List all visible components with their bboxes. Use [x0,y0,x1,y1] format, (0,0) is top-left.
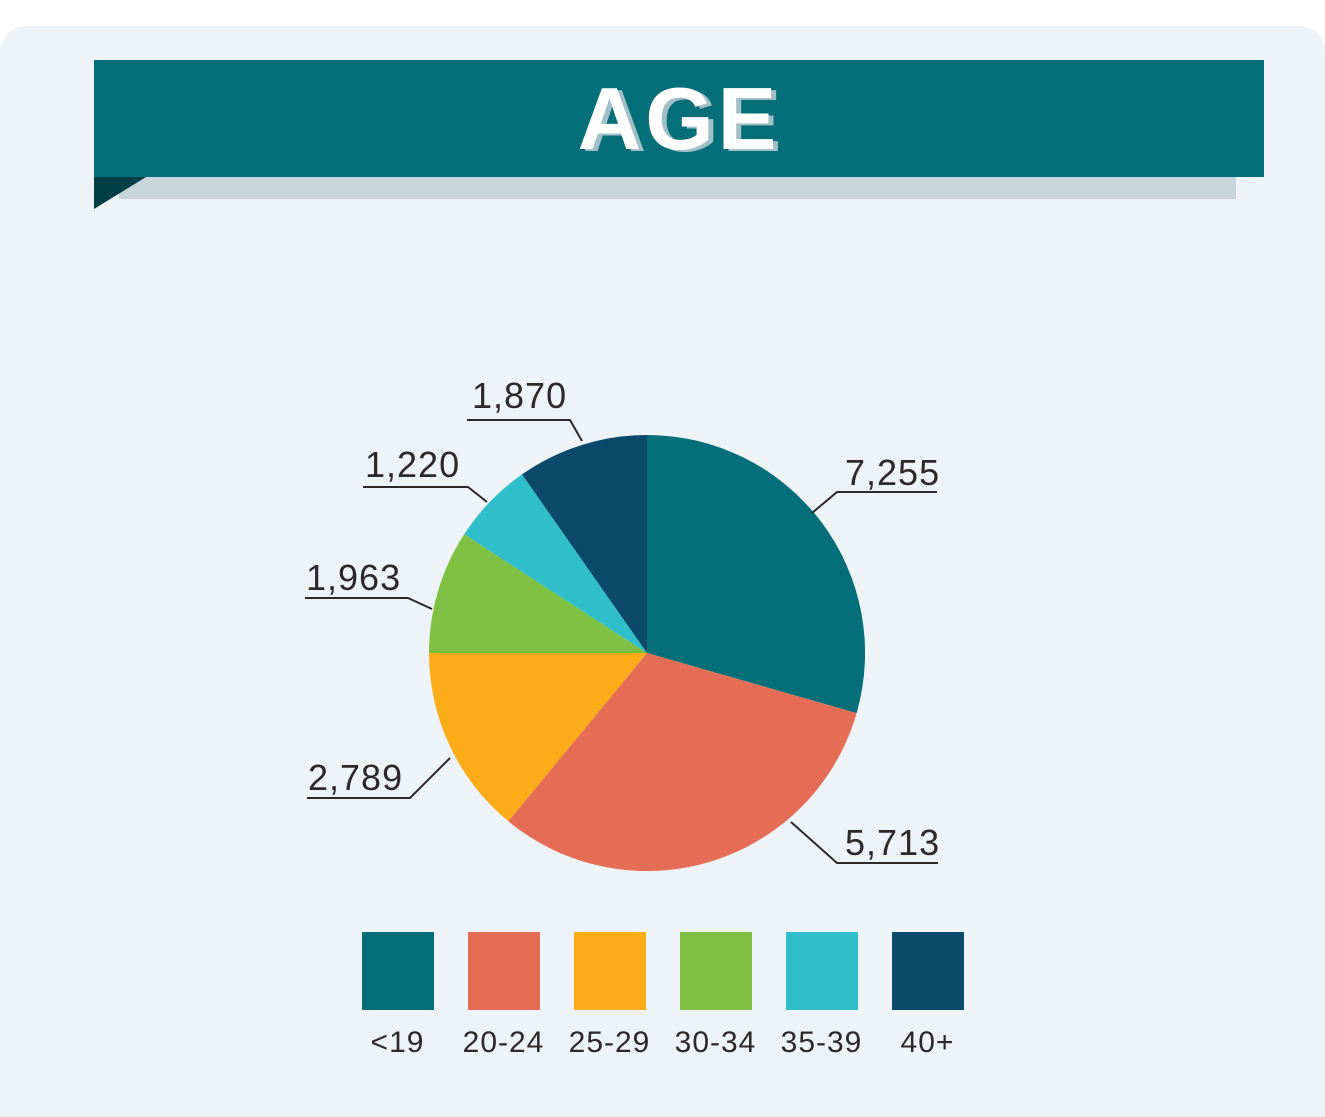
pie-slice-1 [508,653,857,872]
legend-item: 20-24 [463,932,543,1060]
value-label-0: 7,255 [845,452,940,493]
legend: <19 20-24 25-29 30-34 35-39 40+ [0,932,1325,1060]
pie-slice-5 [522,435,647,653]
pie-slice-0 [647,435,866,714]
legend-label: 25-29 [568,1026,651,1059]
pie-slice-2 [429,653,647,822]
legend-item: <19 [361,932,434,1060]
legend-item: 30-34 [675,932,755,1060]
legend-label: 40+ [900,1026,955,1059]
banner-fold [94,177,146,209]
value-label-1: 5,713 [845,822,940,863]
legend-swatch [467,932,540,1010]
pie-slice-4 [464,474,647,653]
banner-shadow [119,177,1236,199]
callout-line-3 [305,597,433,610]
pie-callouts: 7,255 5,713 2,789 1,963 1,220 1,870 [305,375,940,864]
value-label-2: 2,789 [308,757,403,798]
callout-line-4 [363,486,488,503]
legend-label: 35-39 [780,1026,863,1059]
legend-label: 20-24 [462,1026,545,1059]
callout-line-1 [790,821,938,864]
legend-item: 40+ [891,932,964,1060]
legend-swatch [361,932,434,1010]
legend-swatch [573,932,646,1010]
value-label-4: 1,220 [365,444,460,485]
callout-line-2 [307,757,451,799]
legend-item: 25-29 [569,932,649,1060]
title-banner: AGE [94,60,1264,177]
legend-label: <19 [370,1026,425,1059]
pie-slices [429,435,866,872]
callout-line-0 [811,491,937,514]
legend-item: 35-39 [781,932,861,1060]
value-label-5: 1,870 [472,375,567,416]
pie-slice-3 [429,534,647,653]
legend-swatch [679,932,752,1010]
callout-line-5 [467,419,583,442]
legend-swatch [785,932,858,1010]
page-title: AGE [577,68,781,168]
value-label-3: 1,963 [306,557,401,598]
legend-label: 30-34 [674,1026,757,1059]
legend-swatch [891,932,964,1010]
